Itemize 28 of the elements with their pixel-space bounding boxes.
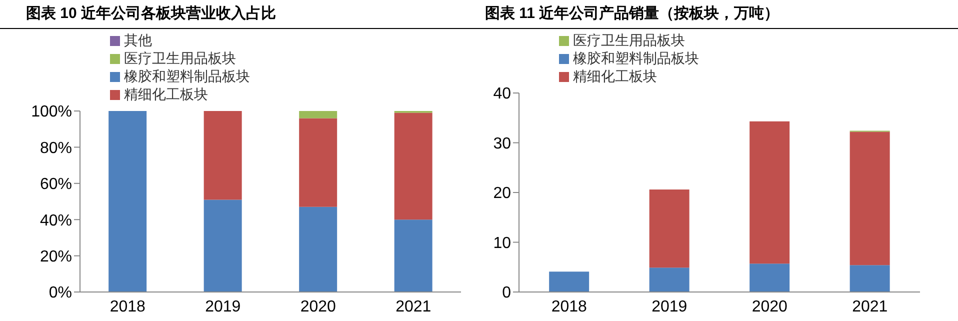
chart-title: 图表 10 近年公司各板块营业收入占比 [0,0,479,29]
y-tick-label: 30 [493,135,512,152]
x-tick-label: 2019 [652,298,688,316]
x-tick-label: 2018 [110,298,146,316]
legend-label: 橡胶和塑料制品板块 [124,67,251,85]
y-tick-label: 20% [40,248,72,266]
y-tick-label: 10 [493,234,512,252]
y-tick-label: 20 [493,185,512,202]
x-tick-label: 2021 [852,298,888,316]
y-tick-label: 100% [31,104,72,121]
x-tick-label: 2021 [396,298,432,316]
legend-label: 医疗卫生用品板块 [124,49,237,67]
x-tick-label: 2018 [551,298,588,316]
y-tick-label: 40% [40,212,72,230]
y-tick-label: 60% [40,176,72,194]
x-tick-label: 2020 [752,298,788,316]
legend-label: 其他 [124,31,153,49]
y-tick-label: 0% [48,284,72,302]
legend-label: 精细化工板块 [124,85,209,103]
y-tick-label: 80% [40,140,72,157]
legend-label: 橡胶和塑料制品板块 [573,49,700,67]
chart-title: 图表 11 近年公司产品销量（按板块，万吨） [479,0,958,29]
y-tick-label: 0 [502,284,512,302]
y-tick-label: 40 [493,86,512,103]
x-tick-label: 2019 [205,298,241,316]
x-tick-label: 2020 [300,298,336,316]
legend-label: 精细化工板块 [573,67,658,85]
legend-label: 医疗卫生用品板块 [573,31,686,49]
